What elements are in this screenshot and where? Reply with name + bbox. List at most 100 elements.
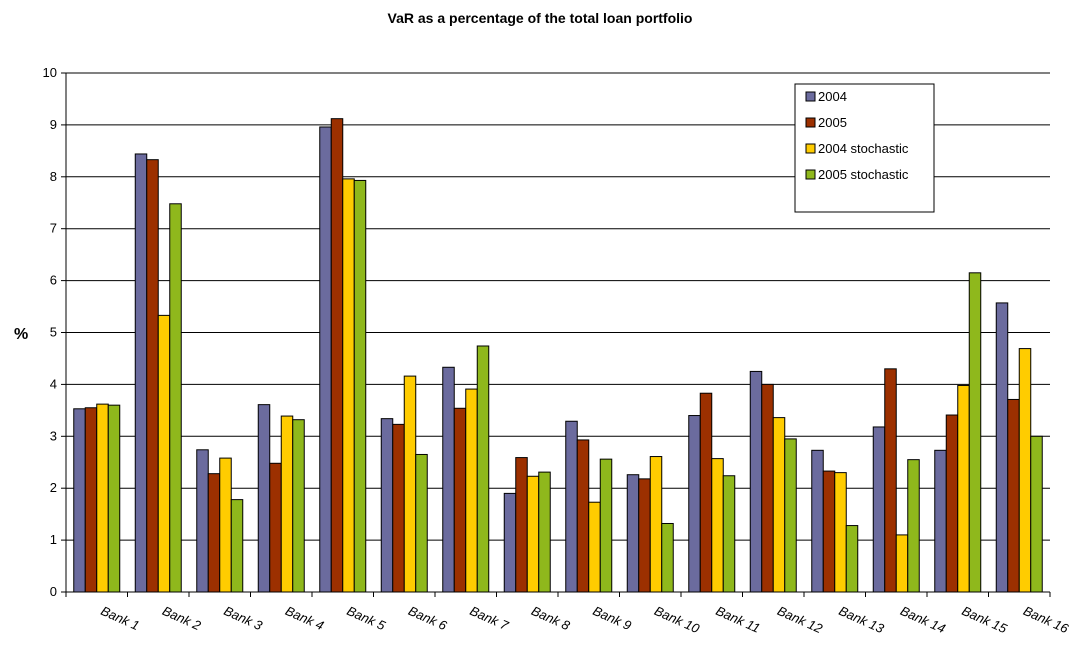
x-tick-label: Bank 15 [960, 603, 1010, 636]
y-tick-label: 2 [50, 480, 57, 495]
bar [403, 375, 417, 593]
x-tick-label: Bank 13 [837, 603, 887, 636]
x-tick-label: Bank 5 [345, 603, 389, 633]
legend-swatch [805, 143, 816, 154]
y-tick-label: 7 [50, 221, 57, 236]
bar [722, 475, 736, 593]
bar [257, 404, 271, 593]
bar [442, 366, 455, 593]
bar [1030, 435, 1043, 593]
bar [749, 370, 763, 593]
y-axis-title: % [14, 326, 28, 343]
bar [380, 418, 394, 593]
bar [895, 534, 909, 593]
bar [761, 383, 774, 593]
bar [453, 407, 467, 593]
bar [353, 179, 367, 593]
y-tick-label: 0 [50, 584, 57, 599]
bar [73, 408, 86, 593]
bar [661, 522, 674, 593]
bar [811, 449, 824, 593]
bar [538, 471, 551, 593]
bar [688, 415, 701, 593]
bar [96, 403, 109, 593]
x-tick-label: Bank 9 [591, 603, 634, 633]
bar [822, 470, 836, 593]
bar [699, 392, 713, 593]
bar [845, 525, 859, 593]
bar [907, 459, 920, 593]
legend: 2004 2005 2004 stochastic 2005 stochastic [794, 83, 935, 213]
bar [342, 178, 355, 593]
bar [872, 426, 886, 593]
bar [588, 501, 601, 593]
bar [649, 456, 663, 593]
bar [784, 438, 797, 593]
y-tick-label: 3 [50, 428, 57, 443]
bar [565, 420, 578, 593]
x-tick-label: Bank 1 [99, 603, 142, 633]
x-tick-label: Bank 7 [468, 603, 512, 633]
x-tick-label: Bank 12 [775, 603, 825, 636]
bar [711, 458, 724, 593]
y-tick-label: 5 [50, 325, 57, 340]
bar [1018, 348, 1032, 593]
bar [269, 462, 282, 593]
bar [207, 473, 221, 593]
legend-label: 2005 [818, 115, 847, 130]
y-tick-label: 6 [50, 273, 57, 288]
bar [772, 417, 786, 593]
bar [107, 404, 121, 593]
bar [995, 302, 1009, 593]
bar [392, 423, 405, 593]
bar [1007, 398, 1020, 593]
bar [219, 457, 232, 593]
bar [196, 449, 209, 593]
x-tick-label: Bank 3 [222, 603, 266, 633]
legend-swatch [805, 169, 816, 180]
bar [968, 272, 982, 593]
legend-box [794, 83, 935, 213]
bar [515, 457, 528, 593]
y-tick-label: 9 [50, 117, 57, 132]
y-tick-label: 8 [50, 169, 57, 184]
legend-label: 2004 [818, 89, 847, 104]
bars [73, 118, 1043, 593]
bar [957, 384, 970, 593]
bar [169, 203, 182, 593]
bar [84, 407, 98, 593]
bar [146, 159, 159, 593]
bar [884, 368, 897, 593]
chart-title: VaR as a percentage of the total loan po… [387, 10, 693, 26]
bar [626, 474, 640, 593]
bar [503, 492, 517, 593]
bar [157, 314, 171, 593]
x-tick-label: Bank 8 [529, 603, 573, 633]
y-tick-label: 4 [50, 376, 57, 391]
bar [599, 458, 613, 593]
bar [134, 153, 148, 593]
bar [526, 475, 540, 593]
x-tick-label: Bank 4 [283, 603, 326, 633]
bar [330, 118, 344, 593]
bar [280, 415, 294, 593]
bar [476, 345, 490, 593]
bar [230, 499, 244, 593]
bar [934, 449, 947, 593]
x-tick-label: Bank 6 [406, 603, 450, 633]
x-tick-label: Bank 11 [714, 603, 763, 636]
y-tick-label: 1 [50, 532, 57, 547]
legend-swatch [805, 91, 816, 102]
legend-swatch [805, 117, 816, 128]
y-tick-label: 10 [43, 65, 57, 80]
bar [292, 419, 305, 593]
x-tick-label: Bank 14 [898, 603, 948, 636]
legend-label: 2004 stochastic [818, 141, 909, 156]
bar [319, 126, 332, 593]
bar [576, 439, 590, 593]
x-tick-label: Bank 10 [652, 603, 702, 636]
bar [415, 453, 428, 593]
bar [465, 388, 478, 593]
x-tick-label: Bank 2 [160, 603, 204, 633]
